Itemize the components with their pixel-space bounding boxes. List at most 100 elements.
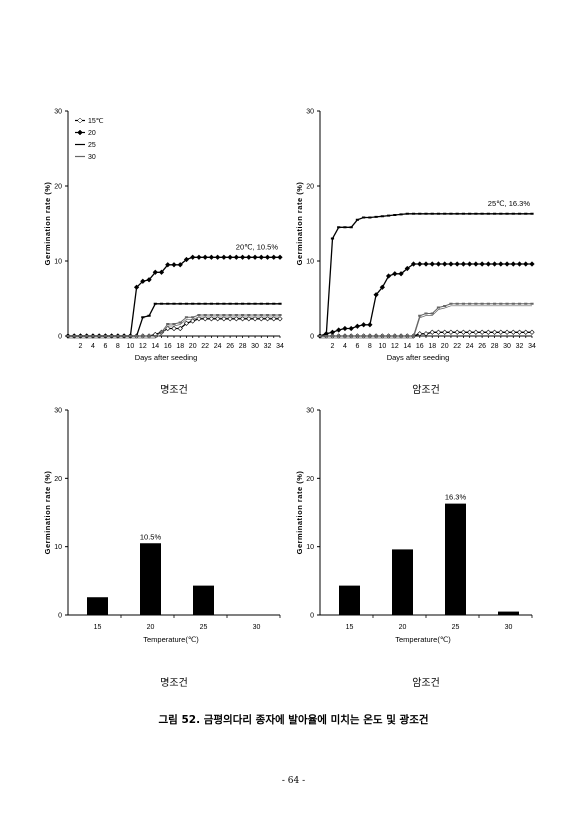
data-point	[246, 316, 252, 322]
y-axis-label: Germination rate (%)	[43, 182, 52, 266]
x-axis-label: Days after seeding	[387, 353, 450, 362]
x-tick-label: 10	[378, 343, 386, 350]
data-point	[271, 316, 277, 322]
data-point	[410, 261, 417, 267]
x-axis-label: Temperature(℃)	[395, 635, 451, 644]
x-tick-label: 12	[391, 343, 399, 350]
x-tick-label: 22	[201, 343, 209, 350]
bar	[87, 597, 108, 615]
data-point	[158, 269, 165, 275]
bar	[140, 543, 161, 615]
y-tick-label: 30	[306, 109, 314, 116]
data-point	[398, 271, 404, 277]
x-tick-label: 30	[253, 624, 261, 631]
y-tick-label: 20	[306, 476, 314, 483]
x-tick-label: 28	[491, 343, 499, 350]
data-point	[373, 292, 379, 298]
data-point	[523, 329, 529, 335]
chart-caption: 명조건	[160, 677, 188, 689]
data-point	[202, 316, 208, 322]
data-point	[177, 262, 183, 268]
data-point	[277, 254, 283, 260]
x-tick-label: 26	[478, 343, 486, 350]
data-point	[435, 261, 442, 267]
x-axis-label: Temperature(℃)	[143, 635, 199, 644]
data-point	[367, 322, 373, 328]
data-point	[227, 254, 233, 260]
data-point	[510, 261, 516, 267]
data-point	[133, 284, 140, 290]
data-point	[404, 265, 410, 272]
data-point	[183, 256, 190, 263]
data-point	[252, 254, 258, 260]
y-tick-label: 0	[58, 613, 62, 620]
x-tick-label: 16	[416, 343, 424, 350]
data-point	[454, 329, 460, 335]
series-line-shadow	[320, 305, 532, 339]
x-tick-label: 4	[343, 343, 347, 350]
x-tick-label: 32	[516, 343, 524, 350]
bar	[445, 503, 466, 615]
y-tick-label: 20	[54, 476, 62, 483]
data-point	[336, 327, 342, 333]
series-25	[318, 212, 534, 337]
data-point	[165, 262, 171, 268]
data-point	[348, 325, 354, 332]
series-line	[320, 213, 532, 337]
data-point	[385, 273, 392, 279]
y-tick-label: 20	[54, 184, 62, 191]
data-point	[215, 316, 221, 322]
data-point	[152, 269, 158, 275]
data-point	[435, 329, 442, 335]
data-point	[233, 254, 239, 260]
data-point	[442, 261, 448, 267]
data-point	[460, 261, 467, 267]
data-point	[246, 254, 252, 260]
x-tick-label: 25	[200, 624, 208, 631]
data-point	[442, 329, 448, 335]
legend-marker	[77, 129, 83, 136]
data-point	[171, 262, 177, 268]
data-point	[498, 329, 504, 335]
x-tick-label: 12	[139, 343, 147, 350]
data-label: 16.3%	[445, 493, 467, 502]
x-tick-label: 30	[505, 624, 513, 631]
series-line	[319, 263, 532, 337]
x-tick-label: 14	[151, 343, 159, 350]
x-tick-label: 8	[116, 343, 120, 350]
y-axis-label: Germination rate (%)	[295, 471, 304, 555]
data-point	[258, 316, 264, 322]
data-point	[454, 261, 460, 267]
data-point	[473, 329, 479, 335]
y-tick-label: 30	[54, 408, 62, 415]
data-point	[277, 316, 283, 322]
data-point	[233, 316, 239, 322]
data-point	[215, 254, 221, 260]
data-point	[448, 261, 454, 267]
data-point	[529, 261, 535, 267]
data-point	[208, 316, 215, 322]
x-tick-label: 15	[346, 624, 354, 631]
data-point	[361, 322, 367, 328]
data-point	[239, 316, 246, 322]
legend-label: 25	[88, 142, 96, 149]
series-30	[318, 302, 534, 339]
x-tick-label: 20	[147, 624, 155, 631]
data-point	[171, 325, 177, 332]
data-point	[523, 261, 529, 267]
x-tick-label: 6	[355, 343, 359, 350]
y-axis-label: Germination rate (%)	[43, 471, 52, 555]
data-point	[473, 261, 479, 267]
data-point	[491, 329, 498, 335]
annotation-label: 25℃, 16.3%	[488, 199, 531, 208]
data-point	[177, 325, 183, 332]
data-point	[379, 284, 385, 290]
x-tick-label: 8	[368, 343, 372, 350]
x-tick-label: 20	[441, 343, 449, 350]
chart-caption: 암조건	[412, 677, 440, 689]
data-point	[485, 261, 491, 267]
data-point	[467, 261, 473, 267]
y-tick-label: 10	[306, 259, 314, 266]
